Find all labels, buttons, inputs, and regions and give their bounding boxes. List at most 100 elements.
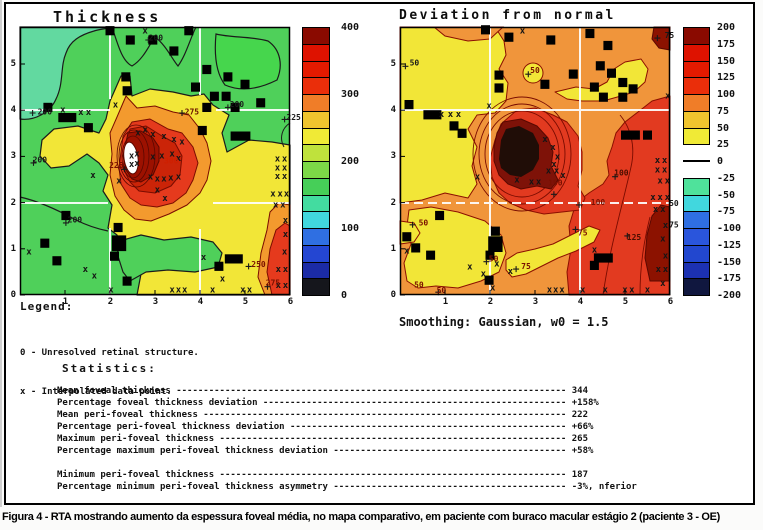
contour-label: 125	[627, 233, 642, 242]
interpolated-point-marker: x	[275, 164, 281, 174]
contour-label: 225	[286, 113, 301, 122]
interpolated-point-marker: x	[475, 173, 481, 183]
y-axis-label: 3	[390, 151, 396, 162]
interpolated-point-marker: x	[602, 286, 608, 296]
colorbar-segment	[302, 43, 330, 62]
interpolated-point-marker: x	[129, 160, 135, 170]
interpolated-point-marker: x	[240, 286, 246, 296]
scan-edge-artifact	[0, 0, 2, 507]
interpolated-point-marker: x	[629, 286, 635, 296]
legend-line-unresolved: 0 - Unresolved retinal structure.	[20, 348, 199, 358]
x-axis-label: 2	[487, 297, 494, 307]
y-axis-label: 3	[10, 151, 16, 162]
interpolated-point-marker: x	[665, 176, 671, 186]
unresolved-structure-marker	[504, 32, 514, 42]
x-axis-label: 2	[107, 297, 114, 307]
deviation-dark-core	[499, 126, 539, 177]
interpolated-point-marker: x	[282, 155, 288, 165]
interpolated-point-marker: x	[551, 160, 557, 170]
contour-label: 200	[68, 216, 83, 225]
contour-tick-mark	[624, 232, 631, 239]
contour-tick-mark	[409, 221, 416, 228]
unresolved-structure-marker	[546, 35, 556, 45]
interpolated-point-marker: x	[662, 165, 668, 175]
interpolated-point-marker: x	[514, 176, 520, 186]
interpolated-point-marker: x	[283, 265, 289, 275]
colorbar-segment	[683, 244, 710, 263]
interpolated-point-marker: x	[283, 281, 289, 291]
colorbar-tick-label: 300	[341, 89, 360, 100]
unresolved-structure-marker	[223, 72, 233, 82]
contour-tick-mark	[121, 166, 128, 173]
deviation-gridlines	[400, 27, 670, 295]
interpolated-point-marker: x	[210, 286, 216, 296]
contour-label: 50	[669, 199, 679, 208]
deviation-colorbar	[683, 27, 710, 296]
interpolated-point-marker: x	[650, 193, 656, 203]
contour-label: 225	[109, 161, 124, 170]
thickness-gridlines	[20, 27, 290, 295]
unresolved-structure-marker	[404, 100, 414, 110]
rta-printout-frame: Thickness Deviation from normal	[4, 2, 755, 505]
contour-label: 75	[669, 220, 679, 229]
unresolved-structure-marker	[202, 64, 212, 75]
interpolated-point-marker: x	[78, 108, 84, 118]
colorbar-tick-label: -50	[717, 189, 736, 201]
colorbar-tick-label: -75	[717, 206, 736, 218]
contour-tick-mark	[483, 258, 490, 265]
interpolated-point-marker: x	[550, 143, 556, 153]
unresolved-structure-marker	[643, 130, 652, 140]
contour-label: 75	[578, 229, 588, 238]
interpolated-point-marker: x	[456, 110, 462, 120]
interpolated-point-marker: x	[83, 265, 89, 275]
thickness-colorbar-labels: 400 300 200 100 0	[341, 22, 381, 301]
unresolved-structure-marker	[122, 276, 132, 286]
colorbar-segment	[302, 194, 330, 213]
interpolated-point-marker: x	[657, 176, 663, 186]
unresolved-structure-marker	[110, 251, 119, 261]
interpolated-point-marker: x	[150, 152, 156, 162]
colorbar-segment	[683, 60, 710, 79]
unresolved-structure-marker	[607, 68, 616, 78]
unresolved-structure-marker	[40, 238, 50, 248]
interpolated-point-marker: x	[439, 110, 445, 120]
colorbar-segment	[683, 77, 710, 95]
interpolated-point-marker: x	[92, 272, 98, 282]
unresolved-structure-marker	[457, 128, 467, 138]
colorbar-segment	[683, 261, 710, 280]
interpolated-point-marker: x	[155, 175, 161, 185]
thickness-map-title: Thickness	[53, 8, 162, 26]
colorbar-segment	[683, 43, 710, 62]
interpolated-point-marker: x	[282, 248, 288, 258]
interpolated-point-marker: x	[490, 284, 496, 294]
interpolated-point-marker: x	[273, 200, 279, 210]
interpolated-point-marker: x	[660, 279, 666, 289]
colorbar-segment	[683, 228, 710, 246]
y-axis-label: 4	[390, 105, 396, 116]
thickness-plot-border	[19, 26, 291, 296]
y-axis-label: 4	[10, 105, 16, 116]
contour-label: 100	[591, 198, 606, 207]
interpolated-point-marker: x	[448, 110, 454, 120]
interpolated-point-marker: x	[553, 286, 559, 296]
statistics-line: Percentage foveal thickness deviation --…	[57, 398, 599, 408]
statistics-line: Percentage maximum peri-foveal thickness…	[57, 446, 594, 456]
colorbar-tick-label: 200	[341, 156, 360, 167]
contour-tick-mark	[576, 201, 583, 208]
colorbar-segment	[683, 177, 710, 196]
colorbar-segment	[683, 27, 710, 45]
interpolated-point-marker: x	[90, 171, 96, 181]
unresolved-structure-marker	[111, 235, 127, 252]
interpolated-point-marker: x	[179, 138, 185, 148]
interpolated-point-marker: x	[168, 174, 174, 184]
unresolved-structure-marker	[488, 236, 503, 252]
interpolated-point-marker: x	[270, 189, 276, 199]
unresolved-structure-marker	[568, 69, 578, 79]
interpolated-point-marker: x	[135, 128, 141, 138]
interpolated-point-marker: x	[536, 177, 542, 187]
colorbar-tick-label: -200	[717, 290, 742, 301]
deviation-map-title: Deviation from normal	[399, 8, 616, 23]
interpolated-point-marker: x	[116, 176, 122, 186]
interpolated-point-marker: x	[277, 189, 283, 199]
